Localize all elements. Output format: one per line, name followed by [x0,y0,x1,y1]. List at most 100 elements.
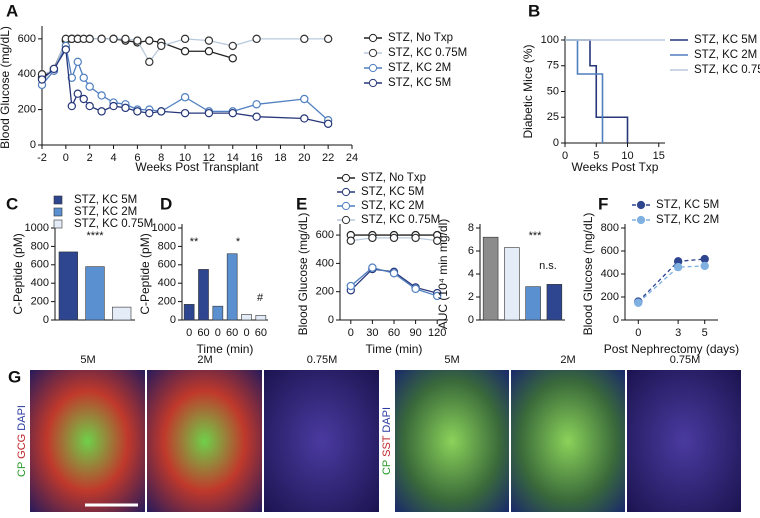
y-tick-label: 600 [601,245,619,257]
y-tick-label: 6 [468,245,474,257]
legend-marker [368,33,378,43]
y-tick-label: 200 [601,291,619,303]
x-axis-label: Weeks Post Txp [572,160,659,174]
stain: CP [16,462,28,477]
data-point [79,73,88,82]
data-point [85,34,94,44]
data-point [673,262,683,272]
y-axis-label: C-Peptide (pM) [11,233,25,314]
x-tick-label: 60 [388,327,400,339]
data-point [228,108,237,118]
legend-label: STZ, No Txp [361,172,426,184]
y-axis-label: Blood Glucose (mg/dL) [581,213,595,336]
x-tick-label: 5 [593,150,599,162]
data-point [85,101,94,111]
bar [212,305,224,321]
y-tick-label: 400 [158,277,176,289]
data-point [204,108,214,118]
micrograph [511,370,625,512]
annotation: n.s. [539,260,557,272]
data-point [97,107,106,116]
legend-swatch [53,219,63,229]
y-tick-label: 200 [158,296,176,308]
legend-label: STZ, KC 0.75M [694,64,760,76]
y-tick-label: 0 [468,314,474,326]
bar [112,306,132,321]
data-point [145,57,154,67]
y-tick-label: 800 [601,222,619,234]
legend-marker [368,78,378,88]
stain: DAPI [16,405,28,431]
y-tick-label: 600 [18,33,36,45]
data-point [228,41,237,51]
panel-label: D [160,194,172,213]
data-point [433,291,442,301]
bar [255,315,267,321]
legend-marker [341,187,351,197]
micrograph [147,370,262,512]
bar [504,247,520,321]
x-axis-label: Post Nephrectomy (days) [604,342,739,356]
data-point [300,94,309,104]
data-point [433,236,442,245]
data-point [79,94,88,104]
data-point [700,261,709,271]
data-point [346,281,355,291]
y-axis-label: Diabetic Mice (%) [521,44,535,138]
y-tick-label: 400 [31,277,49,289]
bar [241,314,252,321]
y-axis-label: Blood Glucose (mg/dL) [296,213,310,336]
legend-label: STZ, KC 5M [656,199,719,211]
bar [482,236,499,321]
bar [546,284,563,321]
legend-marker [341,173,351,183]
data-point [346,236,355,245]
panel-label: G [8,367,21,386]
data-point [252,34,261,44]
legend-label: STZ, KC 2M [361,200,424,212]
y-tick-label: 200 [18,104,36,116]
data-point [180,108,190,118]
data-point [157,41,166,51]
image-label: 2M [560,354,575,366]
legend-label: STZ, KC 0.75M [74,218,153,230]
y-tick-label: 0 [613,314,619,326]
x-tick-label: 0 [243,327,249,339]
y-tick-label: 600 [158,259,176,271]
x-tick-label: 6 [134,152,140,164]
panel-label: F [598,194,608,213]
legend-label: STZ, KC 2M [388,62,451,74]
data-point [300,114,309,123]
bar [198,269,209,321]
series-line [637,265,705,304]
data-point [300,34,309,44]
y-axis-label: AUC (10⁴ min mg/dl) [436,219,450,330]
data-point [252,112,261,121]
x-axis-label: Weeks Post Transplant [135,160,259,174]
data-point [121,34,130,44]
panel-g: G 5M 2M 0.75M 5M 2M 0.75M CP GCG DAPI CP… [8,354,741,512]
x-tick-label: 30 [366,327,378,339]
x-tick-label: 0 [215,327,221,339]
legend-label: STZ, KC 5M [361,186,424,198]
series-line [637,258,705,303]
survival-line [565,39,629,143]
x-tick-label: 8 [158,152,164,164]
data-point [121,103,130,113]
bar [58,251,78,321]
x-tick-label: 20 [298,152,310,164]
data-point [61,45,71,54]
y-tick-label: 800 [31,240,49,252]
x-tick-label: 2 [87,152,93,164]
x-tick-label: 120 [428,327,446,339]
x-tick-label: 3 [675,327,681,339]
annotation: * [236,236,241,248]
data-point [180,93,190,102]
y-tick-label: 600 [31,259,49,271]
y-tick-label: 75 [547,60,559,72]
panel-label: A [6,1,18,20]
y-tick-label: 800 [158,240,176,252]
data-point [411,233,420,243]
x-tick-label: 15 [653,150,665,162]
